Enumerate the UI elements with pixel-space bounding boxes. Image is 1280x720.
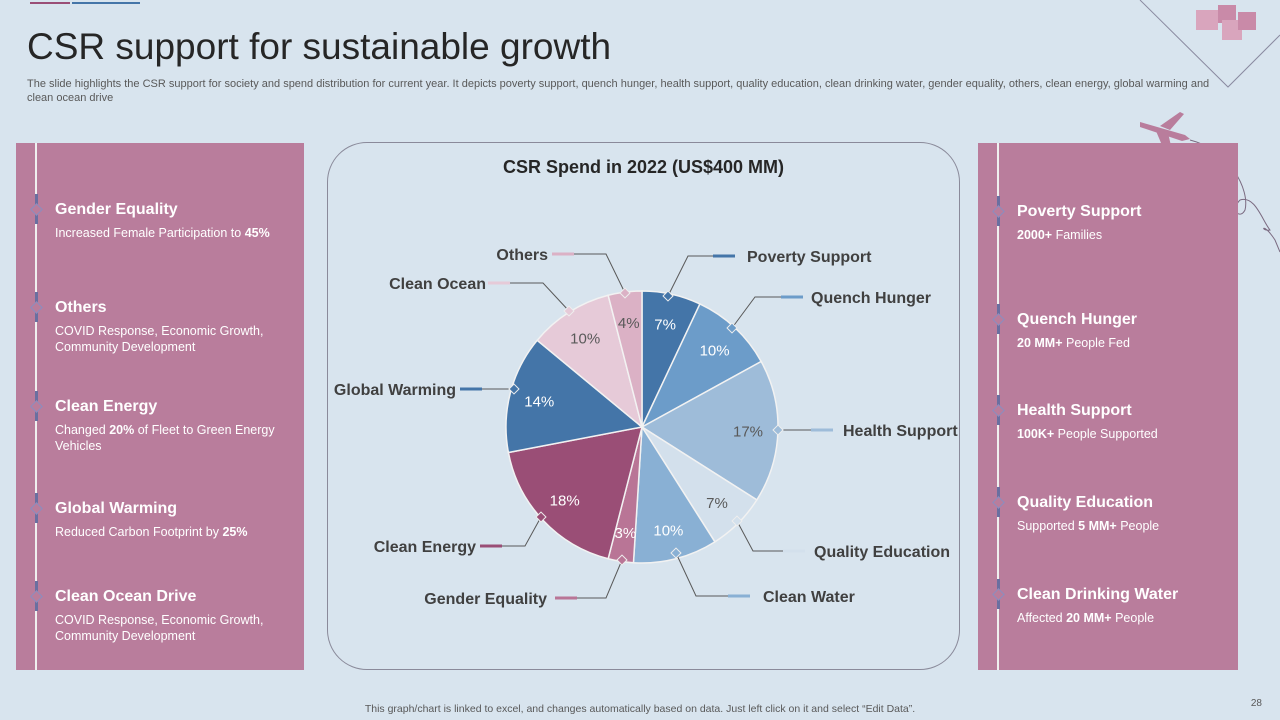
info-item-title: Clean Ocean Drive: [55, 588, 197, 605]
category-label: Clean Energy: [374, 539, 476, 556]
info-item: Global Warming Reduced Carbon Footprint …: [55, 500, 285, 540]
info-item: Clean Ocean Drive COVID Response, Econom…: [55, 588, 285, 644]
leader-line: [675, 552, 750, 597]
timeline-marker: [35, 292, 38, 322]
info-item-desc: 2000+ Families: [1017, 228, 1103, 242]
timeline-marker: [997, 196, 1000, 226]
leader-line: [488, 282, 570, 312]
category-label: Quality Education: [814, 544, 950, 561]
boxes-icon: [1196, 5, 1256, 40]
leader-line: [480, 516, 542, 547]
info-item: Clean Drinking Water Affected 20 MM+ Peo…: [1017, 586, 1247, 626]
info-item: Poverty Support 2000+ Families: [1017, 203, 1247, 243]
info-item-desc: Increased Female Participation to 45%: [55, 226, 270, 240]
info-item-title: Gender Equality: [55, 201, 178, 218]
chart-title: CSR Spend in 2022 (US$400 MM): [502, 157, 785, 177]
timeline-marker: [35, 194, 38, 224]
info-item-title: Global Warming: [55, 500, 178, 517]
leader-marker: [726, 322, 738, 334]
timeline-marker: [35, 493, 38, 523]
leader-marker: [619, 287, 631, 299]
data-label: 7%: [654, 316, 676, 333]
leader-line: [731, 296, 803, 329]
leader-line: [736, 520, 805, 552]
leader-marker: [670, 547, 682, 559]
info-item-title: Quench Hunger: [1017, 311, 1138, 328]
data-label: 10%: [700, 343, 730, 360]
info-item-title: Quality Education: [1017, 494, 1154, 511]
info-item: Others COVID Response, Economic Growth, …: [55, 299, 285, 355]
data-label: 10%: [570, 330, 600, 347]
info-item-title: Clean Energy: [55, 398, 158, 415]
chart-container: [327, 142, 960, 670]
data-label: 3%: [615, 525, 637, 542]
leader-marker: [508, 383, 520, 395]
footer-note: This graph/chart is linked to excel, and…: [364, 703, 916, 715]
info-item-desc: COVID Response, Economic Growth, Communi…: [55, 324, 264, 354]
info-item-title: Poverty Support: [1017, 203, 1142, 220]
category-label: Health Support: [843, 423, 958, 440]
info-item-desc: Supported 5 MM+ People: [1017, 519, 1160, 533]
leader-line: [552, 253, 626, 294]
leader-line: [667, 255, 735, 297]
page-subtitle: The slide highlights the CSR support for…: [27, 78, 1210, 104]
timeline-marker: [35, 581, 38, 611]
category-label: Others: [496, 247, 548, 264]
leader-marker: [535, 511, 547, 523]
leader-line: [555, 559, 623, 599]
info-item: Quench Hunger 20 MM+ People Fed: [1017, 311, 1247, 351]
pie-slice[interactable]: [505, 339, 644, 454]
info-item-title: Others: [55, 299, 107, 316]
category-label: Global Warming: [334, 382, 456, 399]
data-label: 4%: [618, 315, 640, 332]
info-item-desc: 20 MM+ People Fed: [1017, 336, 1130, 350]
info-item: Health Support 100K+ People Supported: [1017, 402, 1247, 442]
data-label: 14%: [524, 394, 554, 411]
leader-marker: [662, 290, 674, 302]
timeline-marker: [997, 579, 1000, 609]
accent-bar: [72, 2, 140, 4]
leader-marker: [616, 554, 628, 566]
timeline-marker: [997, 395, 1000, 425]
data-label: 10%: [653, 523, 683, 540]
category-label: Gender Equality: [424, 591, 547, 608]
leader-marker: [772, 424, 784, 436]
pie-slice[interactable]: [632, 424, 716, 564]
page-title: CSR support for sustainable growth: [27, 26, 612, 67]
info-item-title: Clean Drinking Water: [1017, 586, 1179, 603]
category-label: Clean Ocean: [389, 276, 486, 293]
data-label: 17%: [733, 423, 763, 440]
info-item: Quality Education Supported 5 MM+ People: [1017, 494, 1247, 534]
info-item: Gender Equality Increased Female Partici…: [55, 201, 285, 241]
leader-marker: [563, 305, 575, 317]
category-label: Poverty Support: [747, 249, 872, 266]
timeline-marker: [35, 391, 38, 421]
timeline-marker: [997, 304, 1000, 334]
timeline-marker: [997, 487, 1000, 517]
category-label: Clean Water: [763, 589, 855, 606]
info-item-desc: Affected 20 MM+ People: [1017, 611, 1155, 625]
info-item-title: Health Support: [1017, 402, 1132, 419]
left-panel: [16, 143, 304, 670]
info-item-desc: COVID Response, Economic Growth, Communi…: [55, 613, 264, 643]
accent-bar: [30, 2, 70, 4]
info-item: Clean Energy Changed 20% of Fleet to Gre…: [55, 398, 285, 454]
category-label: Quench Hunger: [811, 290, 931, 307]
page-number: 28: [1250, 698, 1262, 709]
data-label: 18%: [550, 493, 580, 510]
data-label: 7%: [706, 495, 728, 512]
info-item-desc: Changed 20% of Fleet to Green Energy Veh…: [55, 423, 275, 453]
info-item-desc: 100K+ People Supported: [1017, 427, 1158, 441]
right-panel: [978, 143, 1238, 670]
leader-marker: [731, 515, 743, 527]
info-item-desc: Reduced Carbon Footprint by 25%: [55, 525, 248, 539]
